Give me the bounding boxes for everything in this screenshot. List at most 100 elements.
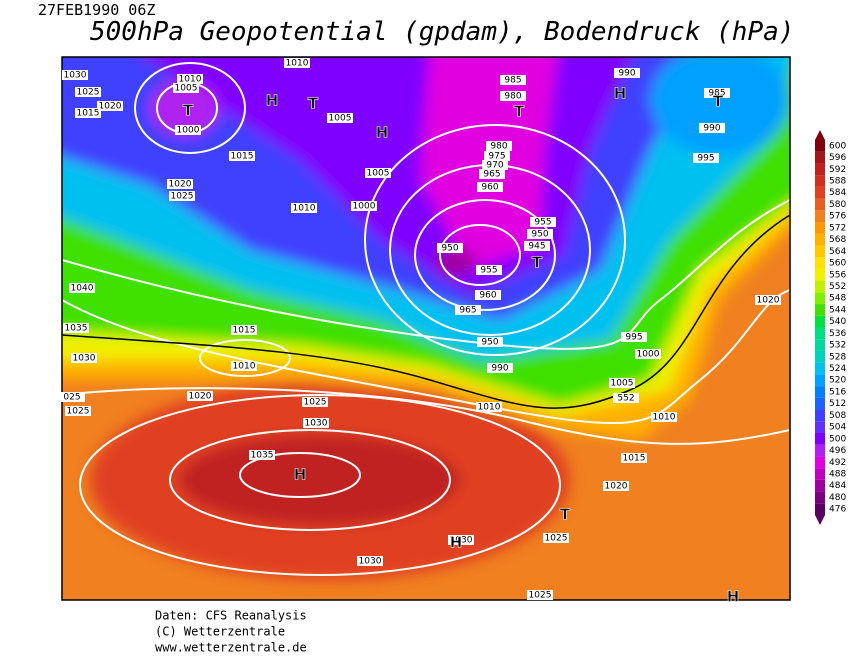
pressure-center: T xyxy=(560,506,571,524)
isobar-label: 1020 xyxy=(99,102,122,112)
colorbar-label: 484 xyxy=(829,481,846,491)
isobar-label-bg xyxy=(175,125,201,135)
isobar-label: 945 xyxy=(528,242,545,252)
credit-line: (C) Wetterzentrale xyxy=(155,625,285,639)
isobar-label: 1000 xyxy=(177,126,200,136)
title: 500hPa Geopotential (gpdam), Bodendruck … xyxy=(90,17,794,47)
isobar-label: 1030 xyxy=(359,557,382,567)
isobar-label: 995 xyxy=(697,154,714,164)
colorbar-label: 548 xyxy=(829,294,846,304)
colorbar-label: 508 xyxy=(829,411,846,421)
isobar-label: 1005 xyxy=(329,114,352,124)
colorbar-label: 480 xyxy=(829,493,846,503)
isobar-label: 995 xyxy=(625,333,642,343)
isobar-label-bg xyxy=(614,68,640,78)
isobar-label: 1030 xyxy=(305,419,328,429)
isobar-label: 1015 xyxy=(231,152,254,162)
isobar-label-bg xyxy=(448,535,474,545)
colorbar-label: 524 xyxy=(829,364,846,374)
isobar-label-bg xyxy=(65,406,91,416)
isobar-label: 965 xyxy=(459,306,476,316)
isobar-label-bg xyxy=(613,393,639,403)
pressure-center: H xyxy=(727,588,740,606)
colorbar-label: 544 xyxy=(829,305,846,315)
isobar-label-bg xyxy=(500,75,526,85)
isobar-label-bg xyxy=(62,70,88,80)
pressure-center: H xyxy=(376,124,389,142)
isobar-label: 1010 xyxy=(233,362,256,372)
isobar-label-bg xyxy=(59,392,85,402)
isobar-label-bg xyxy=(231,325,257,335)
pressure-center: H xyxy=(266,92,279,110)
isobar-label-bg xyxy=(699,123,725,133)
isobar-label-bg xyxy=(455,305,481,315)
isobar-label: 1010 xyxy=(286,59,309,69)
isobar-label: 1025 xyxy=(545,534,568,544)
pressure-center: T xyxy=(514,103,525,121)
isobar-label: 960 xyxy=(481,183,498,193)
colorbar-cell xyxy=(815,397,825,410)
colorbar-cell xyxy=(815,163,825,176)
credit-line: www.wetterzentrale.de xyxy=(155,641,307,655)
isobar-label: 1030 xyxy=(73,354,96,364)
colorbar-cell xyxy=(815,198,825,211)
colorbar-cell xyxy=(815,432,825,445)
isobar-label-bg xyxy=(621,332,647,342)
colorbar-cell xyxy=(815,421,825,433)
isobar-label: 985 xyxy=(504,76,521,86)
colorbar-end xyxy=(815,130,825,140)
isobar-label: 990 xyxy=(618,69,635,79)
isobar-label-bg xyxy=(482,160,508,170)
pressure-center: T xyxy=(713,93,724,111)
isobar-label-bg xyxy=(231,361,257,371)
isobar-label: 1035 xyxy=(251,451,274,461)
isobar-label: 990 xyxy=(703,124,720,134)
isobar-label: 552 xyxy=(617,394,634,404)
colorbar-label: 560 xyxy=(829,259,846,269)
isobar-label: 1035 xyxy=(65,324,88,334)
colorbar-cell xyxy=(815,374,825,387)
colorbar-cell xyxy=(815,222,825,234)
isobar-label-bg xyxy=(527,590,553,600)
isobar-label-bg xyxy=(327,113,353,123)
isobar-label-bg xyxy=(704,88,730,98)
isobar-label: 985 xyxy=(708,89,725,99)
isobar-label-bg xyxy=(69,283,95,293)
colorbar-cell xyxy=(815,479,825,492)
isobar-label: 1010 xyxy=(653,413,676,423)
isobar-label: 950 xyxy=(441,244,458,254)
pressure-center: T xyxy=(532,254,543,272)
colorbar-cell xyxy=(815,268,825,281)
colorbar-label: 596 xyxy=(829,153,846,163)
isobar-label: 1040 xyxy=(71,284,94,294)
isobar-label-bg xyxy=(530,217,556,227)
isobar-label: 980 xyxy=(504,92,521,102)
isobar-label-bg xyxy=(476,265,502,275)
colorbar: 4764804844884924965005045085125165205245… xyxy=(815,130,846,525)
isobar-label-bg xyxy=(71,353,97,363)
colorbar-label: 492 xyxy=(829,458,846,468)
isobar-label: 1025 xyxy=(304,398,327,408)
isobar-label-bg xyxy=(249,450,275,460)
isobar-label: 1015 xyxy=(77,109,100,119)
colorbar-cell xyxy=(815,386,825,398)
colorbar-cell xyxy=(815,292,825,305)
isobar-label-bg xyxy=(500,91,526,101)
colorbar-label: 540 xyxy=(829,317,846,327)
colorbar-label: 532 xyxy=(829,341,846,351)
isobar-label-bg xyxy=(524,241,550,251)
pressure-center: T xyxy=(183,102,194,120)
isobar-label: 1000 xyxy=(353,202,376,212)
isobar-label: 1015 xyxy=(233,326,256,336)
isobar-label: 955 xyxy=(534,218,551,228)
colorbar-label: 568 xyxy=(829,235,846,245)
isobar-label-bg xyxy=(477,337,503,347)
isobars xyxy=(62,62,790,576)
colorbar-label: 564 xyxy=(829,247,846,257)
isobar-label-bg xyxy=(475,290,501,300)
colorbar-cell xyxy=(815,257,825,269)
isobar-label-bg xyxy=(302,397,328,407)
date: 27FEB1990 06Z xyxy=(38,1,155,19)
isobar-label: 1015 xyxy=(623,454,646,464)
